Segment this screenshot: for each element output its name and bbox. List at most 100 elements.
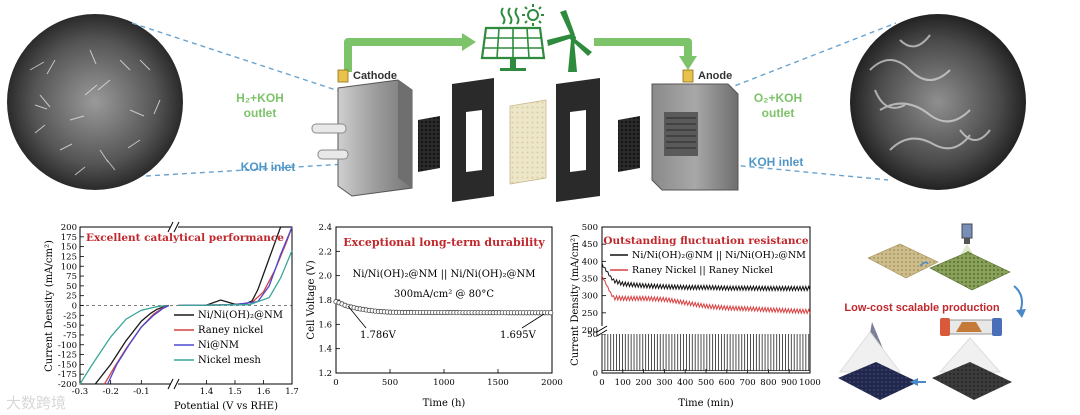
p2-ytick-label: 2.4 (318, 223, 332, 233)
svg-text:Anode: Anode (698, 70, 732, 82)
p1-ytick-label: 0 (72, 302, 77, 312)
p3-xtick-label: 500 (698, 378, 714, 388)
gasket-left (452, 78, 494, 202)
p3-xtick-label: 900 (781, 378, 797, 388)
p2-ytick-label: 2.2 (318, 247, 332, 257)
p2-start-pointer (347, 305, 367, 329)
p3-xlabel: Time (min) (678, 398, 733, 409)
p3-ytick-label: 0 (593, 369, 598, 379)
p3-ytick-label: 300 (582, 292, 598, 302)
sem-image-right (850, 14, 1026, 190)
p1-legend-label: Ni/Ni(OH)₂@NM (198, 310, 283, 321)
p3-legend-label: Raney Nickel || Raney Nickel (632, 265, 773, 276)
p1-axis-break (167, 221, 180, 390)
p1-ytick-label: -100 (58, 341, 77, 351)
p3-xtick-label: 800 (760, 378, 776, 388)
p1-legend-label: Ni@NM (198, 340, 239, 351)
koh-inlet-right-label: KOH inlet (749, 155, 804, 169)
p3-ytick-label: 250 (582, 309, 598, 319)
p3-ytick-label: 450 (582, 240, 598, 250)
p2-xtick-label: 1500 (487, 378, 509, 388)
p2-ytick-label: 2.0 (318, 272, 332, 282)
p3-legend: Ni/Ni(OH)₂@NM || Ni/Ni(OH)₂@NM Raney Nick… (610, 250, 806, 276)
cathode-end-plate (311, 79, 413, 197)
production-caption: Low-cost scalable production (844, 302, 1000, 314)
anode-label: Anode (682, 69, 732, 83)
step-arrow-1 (919, 261, 929, 267)
gasket-right (556, 78, 600, 202)
production-caption-bg (836, 298, 1008, 316)
p1-xtick-label: 1.5 (228, 387, 242, 397)
p1-xtick-label: -0.2 (102, 387, 118, 397)
cathode-mesh (418, 116, 440, 172)
p1-ytick-label: 150 (61, 243, 77, 253)
p3-axis-break (596, 325, 608, 337)
step-arrow-2 (1013, 285, 1023, 313)
p1-ytick-label: -25 (63, 311, 77, 321)
p1-ytick-label: -200 (58, 380, 77, 390)
cathode-label: Cathode (337, 69, 397, 83)
panel-long-term-durability: 1.2 1.4 1.6 1.8 2.0 2.2 2.4 0 500 1000 1500 2000 E… (306, 223, 563, 409)
p1-ytick-label: -150 (58, 360, 77, 370)
sem-image-left (7, 14, 183, 190)
h2-outlet-label-line2: outlet (244, 106, 277, 120)
p2-end-pointer (521, 313, 545, 329)
product-electrode-navy (838, 362, 918, 400)
p2-xtick-label: 2000 (541, 378, 563, 388)
power-flow-arrow (344, 38, 692, 72)
p2-ytick-label: 1.2 (318, 369, 332, 379)
p2-ytick-label: 1.6 (318, 320, 332, 330)
o2-outlet-label-line2: outlet (762, 106, 795, 120)
p2-start-label: 1.786V (360, 330, 397, 341)
p1-xlabel: Potential (V vs RHE) (174, 401, 278, 412)
p2-data-point (548, 310, 554, 316)
p1-ytick-label: 75 (66, 272, 77, 282)
heating-furnace-icon (940, 318, 1002, 336)
p3-xtick-label: 700 (739, 378, 755, 388)
p2-ytick-label: 1.4 (318, 345, 332, 355)
p1-xtick-label: 1.6 (257, 387, 271, 397)
p2-end-label: 1.695V (500, 330, 537, 341)
wind-turbine-icon (547, 10, 592, 72)
o2-outlet-label-line1: O₂+KOH (754, 91, 802, 105)
anode-end-plate (651, 83, 739, 191)
p2-note-line1: Ni/Ni(OH)₂@NM || Ni/Ni(OH)₂@NM (352, 269, 535, 280)
p3-ytick-label: 50 (587, 330, 598, 340)
arrow-head-right (679, 56, 697, 70)
p1-series-line-right (177, 226, 292, 307)
p1-ytick-label: 50 (66, 282, 77, 292)
p3-xtick-label: 100 (615, 378, 631, 388)
p1-ytick-label: 100 (61, 262, 77, 272)
product-electrode-dark (932, 362, 1012, 400)
p2-ytick-label: 1.8 (318, 296, 332, 306)
p1-legend-label: Nickel mesh (198, 355, 261, 366)
p3-series-envelope (601, 274, 811, 315)
p3-xtick-label: 300 (656, 378, 672, 388)
p2-xtick-label: 0 (333, 378, 338, 388)
p3-ytick-label: 500 (582, 223, 598, 233)
p1-ytick-label: 200 (61, 223, 77, 233)
nickel-mesh-sheet (867, 243, 939, 279)
p1-xtick-label: 1.4 (200, 387, 214, 397)
p2-xtick-label: 1000 (433, 378, 455, 388)
p2-xtick-label: 500 (382, 378, 398, 388)
p1-ytick-label: -125 (58, 351, 77, 361)
watermark-text: 大数跨境 (6, 394, 66, 412)
p1-ytick-label: 175 (61, 233, 77, 243)
p1-series-line-left (79, 304, 166, 385)
p3-xtick-label: 600 (719, 378, 735, 388)
p1-ylabel: Current Density (mA/cm²) (44, 240, 55, 372)
p1-ytick-label: 25 (66, 292, 77, 302)
coated-sheet (929, 251, 1011, 291)
p3-title: Outstanding fluctuation resistance (603, 235, 809, 247)
p3-xtick-label: 1000 (799, 378, 821, 388)
p3-xtick-label: 200 (635, 378, 651, 388)
p3-ytick-label: 350 (582, 275, 598, 285)
svg-text:Cathode: Cathode (353, 70, 397, 82)
p3-xtick-label: 0 (599, 378, 604, 388)
h2-outlet-label-line1: H₂+KOH (236, 91, 284, 105)
p3-xtick-label: 400 (677, 378, 693, 388)
anode-mesh (618, 116, 640, 172)
p2-ylabel: Cell Voltage (V) (306, 260, 317, 339)
